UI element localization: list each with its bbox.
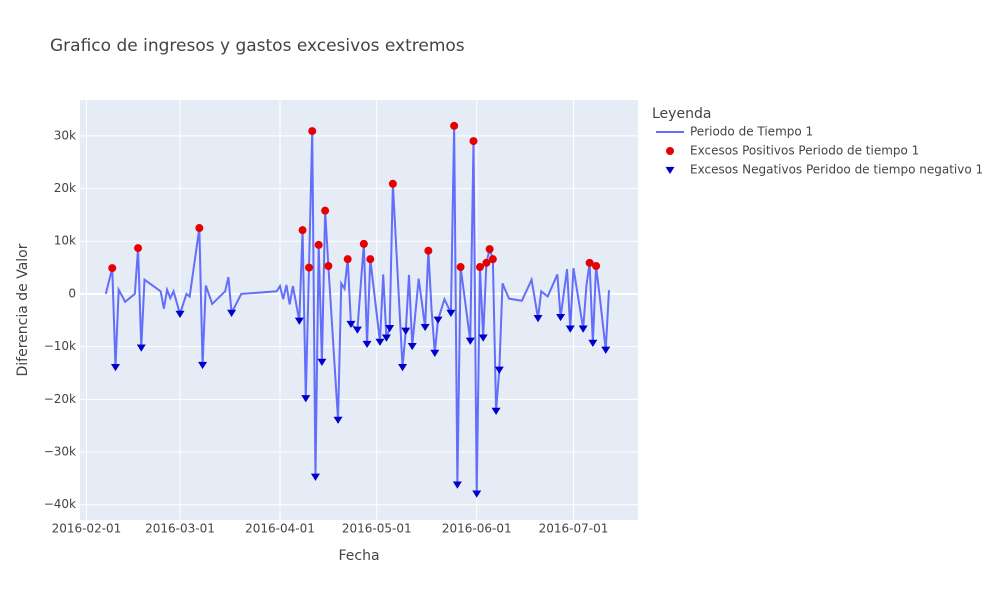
positive-marker <box>321 206 330 215</box>
negative-marker <box>352 326 362 334</box>
positive-marker <box>366 255 375 264</box>
x-axis-title: Fecha <box>338 548 379 564</box>
y-tick-label: 0 <box>68 286 76 300</box>
legend-label: Excesos Positivos Periodo de tiempo 1 <box>690 144 919 158</box>
x-tick-label: 2016-02-01 <box>52 522 122 536</box>
positive-marker <box>108 264 117 273</box>
negative-marker <box>398 364 408 372</box>
y-tick-label: 10k <box>54 234 76 248</box>
negative-marker <box>175 310 185 319</box>
legend-symbol <box>666 147 674 155</box>
data-line <box>104 125 610 494</box>
positive-marker <box>485 245 494 254</box>
negative-marker <box>310 473 320 481</box>
legend-title: Leyenda <box>652 106 711 122</box>
y-tick-label: 20k <box>54 181 76 195</box>
negative-marker <box>478 334 488 342</box>
positive-marker <box>475 263 484 272</box>
positive-marker <box>305 263 314 272</box>
negative-marker <box>110 364 120 372</box>
positive-marker <box>314 240 323 249</box>
negative-marker <box>385 325 395 333</box>
chart-title: Grafico de ingresos y gastos excesivos e… <box>50 36 465 56</box>
x-tick-label: 2016-05-01 <box>342 522 412 536</box>
legend-symbol <box>665 166 675 175</box>
positive-marker <box>195 224 204 233</box>
legend-label: Periodo de Tiempo 1 <box>690 125 813 139</box>
positive-marker <box>298 226 307 235</box>
negative-marker <box>198 361 208 370</box>
negative-marker <box>227 309 237 317</box>
negative-marker <box>136 344 146 352</box>
negative-marker <box>465 337 475 345</box>
negative-marker <box>407 342 417 351</box>
negative-marker <box>452 481 462 489</box>
x-tick-label: 2016-04-01 <box>245 522 315 536</box>
y-tick-label: 30k <box>54 128 76 142</box>
positive-marker <box>456 263 465 272</box>
negative-marker <box>346 320 356 329</box>
negative-marker <box>565 325 575 333</box>
negative-marker <box>381 334 391 342</box>
negative-marker <box>446 309 456 317</box>
positive-marker <box>343 255 352 264</box>
y-tick-label: −10k <box>44 339 76 353</box>
negative-marker <box>301 395 311 403</box>
positive-marker <box>450 121 459 130</box>
negative-marker <box>588 339 598 347</box>
negative-marker <box>317 358 327 366</box>
negative-marker <box>601 346 611 354</box>
negative-marker <box>494 366 504 374</box>
negative-marker <box>362 340 372 349</box>
positive-marker <box>424 246 433 255</box>
x-tick-label: 2016-03-01 <box>145 522 215 536</box>
positive-marker <box>308 127 317 136</box>
legend-label: Excesos Negativos Peridoo de tiempo nega… <box>690 163 983 177</box>
positive-marker <box>359 239 368 248</box>
negative-marker <box>420 323 430 332</box>
positive-marker <box>488 255 497 264</box>
negative-marker <box>533 315 543 323</box>
negative-marker <box>333 416 343 424</box>
positive-marker <box>324 261 333 270</box>
positive-marker <box>134 244 143 253</box>
negative-marker <box>294 317 304 325</box>
negative-marker <box>401 327 411 335</box>
x-tick-label: 2016-06-01 <box>442 522 512 536</box>
negative-marker <box>556 313 566 322</box>
positive-marker <box>482 258 491 267</box>
y-tick-label: −20k <box>44 392 76 406</box>
negative-marker <box>578 325 588 333</box>
y-axis-title: Diferencia de Valor <box>15 243 31 376</box>
negative-marker <box>430 349 440 357</box>
negative-marker <box>375 338 385 346</box>
positive-marker <box>388 179 397 188</box>
negative-marker <box>491 407 501 415</box>
negative-marker <box>472 490 482 498</box>
negative-marker <box>433 316 443 324</box>
y-tick-label: −40k <box>44 497 76 511</box>
positive-marker <box>469 137 478 146</box>
positive-marker <box>592 261 601 270</box>
positive-marker <box>585 258 594 267</box>
y-tick-label: −30k <box>44 445 76 459</box>
x-tick-label: 2016-07-01 <box>539 522 609 536</box>
